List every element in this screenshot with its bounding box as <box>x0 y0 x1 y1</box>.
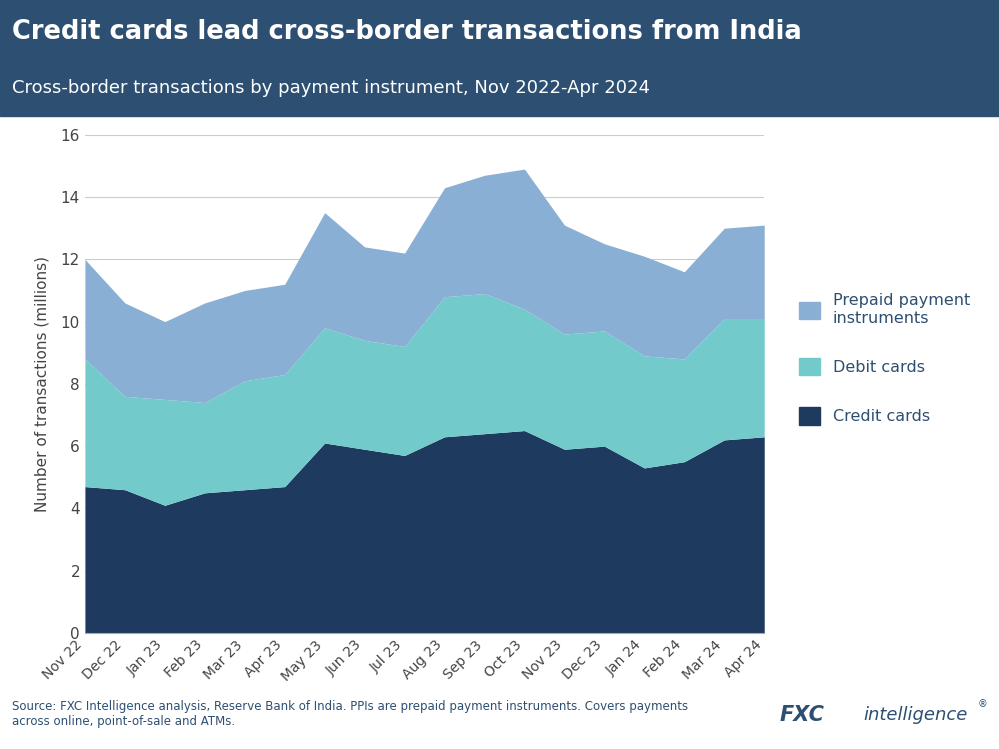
Text: ®: ® <box>978 699 988 709</box>
Legend: Prepaid payment
instruments, Debit cards, Credit cards: Prepaid payment instruments, Debit cards… <box>799 294 970 425</box>
Text: Credit cards lead cross-border transactions from India: Credit cards lead cross-border transacti… <box>12 19 802 45</box>
Text: FXC: FXC <box>779 706 824 725</box>
Y-axis label: Number of transactions (millions): Number of transactions (millions) <box>35 256 50 512</box>
Text: Source: FXC Intelligence analysis, Reserve Bank of India. PPIs are prepaid payme: Source: FXC Intelligence analysis, Reser… <box>12 700 688 728</box>
Text: intelligence: intelligence <box>863 706 967 724</box>
Text: Cross-border transactions by payment instrument, Nov 2022-Apr 2024: Cross-border transactions by payment ins… <box>12 79 650 97</box>
